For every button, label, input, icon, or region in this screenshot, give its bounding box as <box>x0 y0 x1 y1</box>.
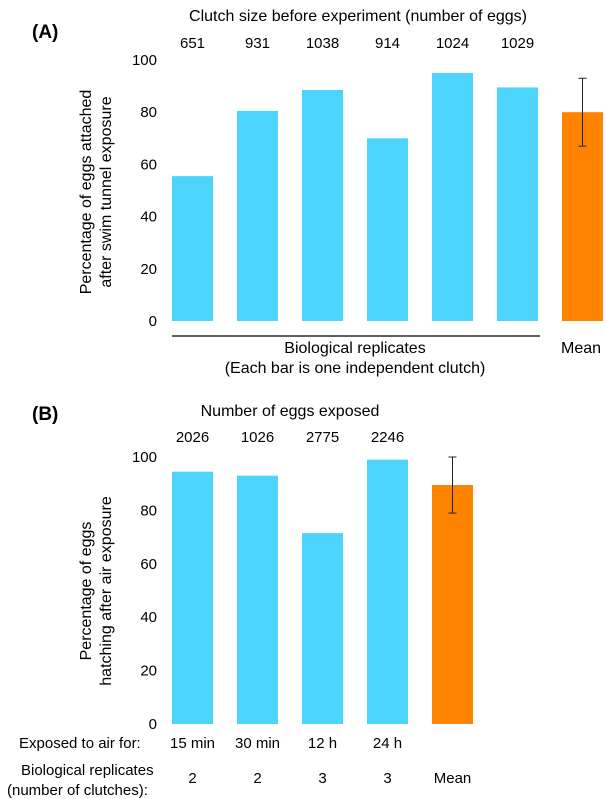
panel-a-y-tick-100: 100 <box>132 52 157 69</box>
panel-b-error-bar <box>448 456 457 514</box>
panel-b-bar-2 <box>237 475 278 724</box>
panel-a-y-tick-60: 60 <box>140 156 157 173</box>
panel-a-y-ticks: 0 20 40 60 80 100 <box>132 52 157 330</box>
panel-b-y-tick-80: 80 <box>140 502 157 519</box>
panel-b-count-1: 2026 <box>176 429 209 446</box>
panel-b-exposure-4: 24 h <box>373 735 402 752</box>
panel-a-error-bar <box>578 77 587 147</box>
panel-b-bar-4 <box>367 459 408 724</box>
panel-b-exposure-3: 12 h <box>308 735 337 752</box>
panel-b-replicate-counts: 2 2 3 3 Mean <box>188 770 471 787</box>
panel-b-exposure-times: 15 min 30 min 12 h 24 h <box>170 735 402 752</box>
panel-b-y-ticks: 0 20 40 60 80 100 <box>132 449 157 733</box>
panel-a-count-2: 931 <box>245 35 270 52</box>
panel-a-y-tick-20: 20 <box>140 261 157 278</box>
panel-b-bar-5 <box>432 485 473 724</box>
panel-a-bars <box>172 73 603 322</box>
panel-b-eggs-exposed: 2026 1026 2775 2246 <box>176 429 404 446</box>
panel-b-label: (B) <box>32 404 58 425</box>
panel-b-count-4: 2246 <box>371 429 404 446</box>
panel-b-bar-1 <box>172 471 213 724</box>
panel-a-bar-7 <box>562 112 603 321</box>
panel-a-label: (A) <box>32 22 58 43</box>
panel-a-mean-label: Mean <box>561 340 601 357</box>
panel-b-y-label-line-1: Percentage of eggs <box>78 522 95 661</box>
panel-b-replicates-4: 3 <box>383 770 391 787</box>
panel-a-bar-4 <box>367 138 408 321</box>
panel-a-bar-1 <box>172 176 213 321</box>
panel-b-header: Number of eggs exposed <box>201 403 380 420</box>
panel-a-bar-5 <box>432 73 473 321</box>
panel-a-header: Clutch size before experiment (number of… <box>189 8 527 25</box>
panel-a-bar-6 <box>497 87 538 321</box>
panel-b-row1-label: Exposed to air for: <box>19 735 141 752</box>
panel-a-bar-3 <box>302 90 343 321</box>
panel-b-y-tick-40: 40 <box>140 609 157 626</box>
panel-a: (A) Clutch size before experiment (numbe… <box>32 8 603 377</box>
panel-b-y-tick-100: 100 <box>132 449 157 466</box>
panel-b-row2-label-line-2: (number of clutches): <box>7 782 148 799</box>
panel-b-count-2: 1026 <box>241 429 274 446</box>
panel-a-count-4: 914 <box>375 35 400 52</box>
panel-b-replicates-2: 2 <box>253 770 261 787</box>
panel-a-y-label-line-2: after swim tunnel exposure <box>98 96 115 287</box>
panel-b-y-tick-60: 60 <box>140 556 157 573</box>
panel-b-replicates-1: 2 <box>188 770 196 787</box>
panel-a-count-3: 1038 <box>306 35 339 52</box>
panel-a-bar-2 <box>237 110 278 322</box>
panel-b-replicates-5: Mean <box>434 770 472 787</box>
panel-a-y-tick-40: 40 <box>140 209 157 226</box>
panel-a-x-label-line-2: (Each bar is one independent clutch) <box>225 360 486 377</box>
panel-a-y-label-line-1: Percentage of eggs attached <box>78 90 95 295</box>
panel-b-row2-label-line-1: Biological replicates <box>21 762 154 779</box>
panel-b-bars <box>172 459 473 724</box>
panel-a-x-label-line-1: Biological replicates <box>284 340 425 357</box>
panel-b-y-label-line-2: hatching after air exposure <box>98 496 115 686</box>
panel-b-exposure-2: 30 min <box>235 735 280 752</box>
panel-b-y-tick-20: 20 <box>140 663 157 680</box>
panel-b-y-tick-0: 0 <box>149 716 157 733</box>
panel-b-count-3: 2775 <box>306 429 339 446</box>
panel-b-replicates-3: 3 <box>318 770 326 787</box>
panel-a-count-1: 651 <box>180 35 205 52</box>
panel-a-count-6: 1029 <box>501 35 534 52</box>
panel-b: (B) Number of eggs exposed 2026 1026 2775 2… <box>7 403 473 799</box>
panel-a-count-5: 1024 <box>436 35 469 52</box>
panel-a-y-tick-80: 80 <box>140 104 157 121</box>
panel-a-clutch-sizes: 651 931 1038 914 1024 1029 <box>180 35 534 52</box>
panel-a-y-tick-0: 0 <box>149 313 157 330</box>
panel-b-bar-3 <box>302 533 343 724</box>
panel-b-exposure-1: 15 min <box>170 735 215 752</box>
